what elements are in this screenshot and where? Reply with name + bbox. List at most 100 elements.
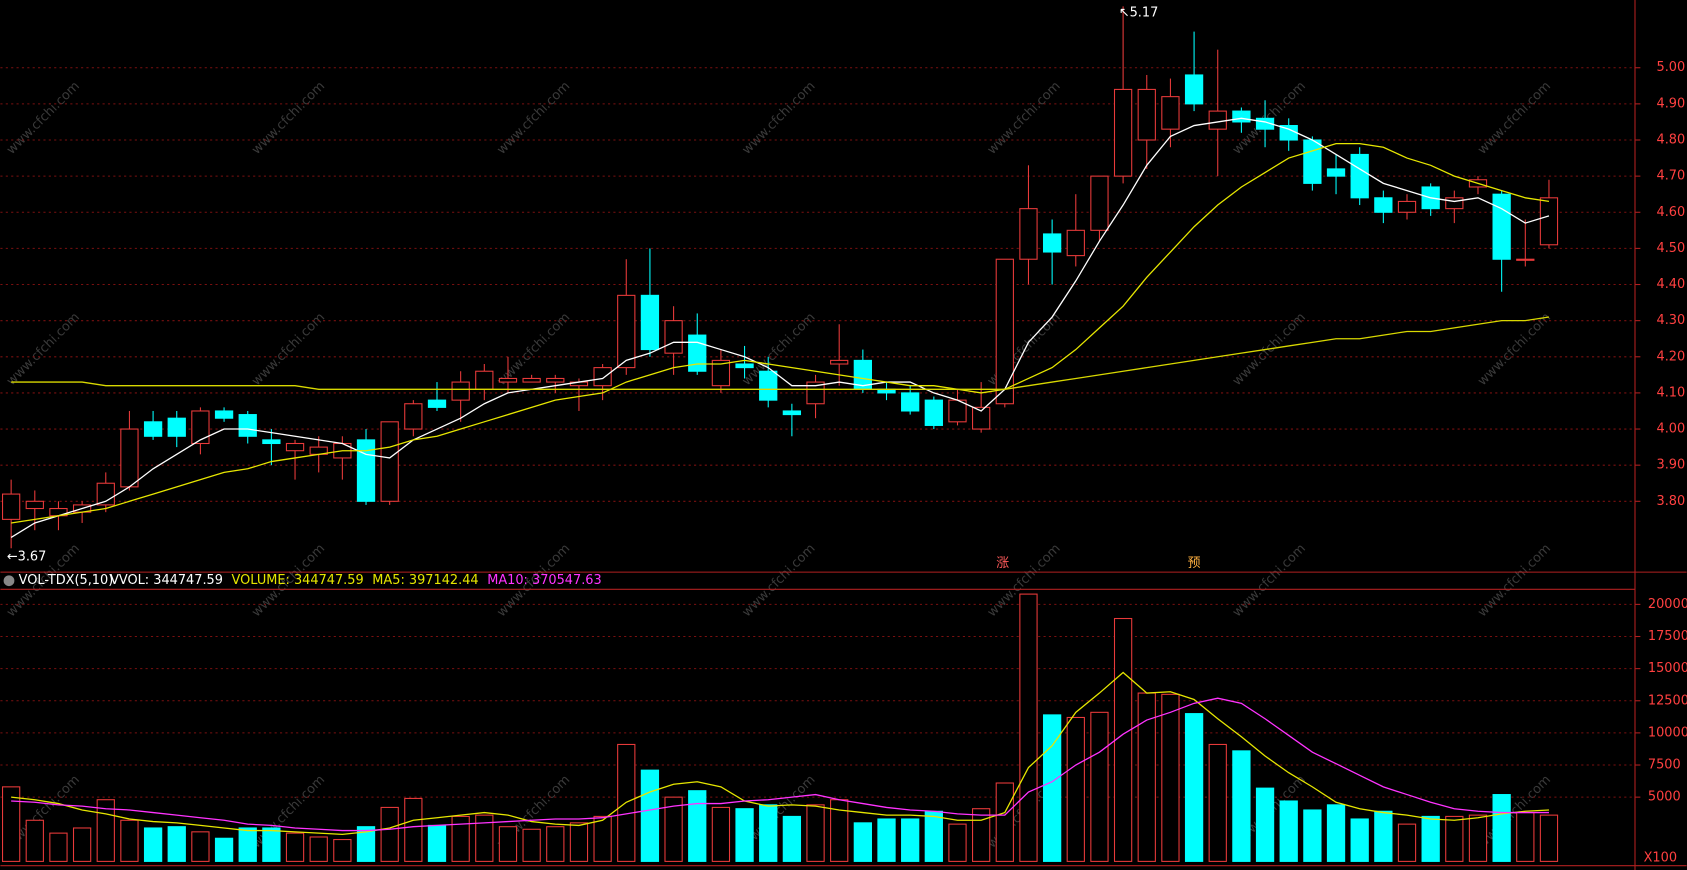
candle-body	[191, 410, 210, 445]
candle-body	[356, 439, 376, 502]
candle-body	[120, 428, 139, 488]
candle-body	[1066, 229, 1085, 257]
volume-average	[11, 697, 1549, 832]
indicator-name: VOL-TDX(5,10)	[19, 573, 114, 588]
candle-body	[593, 367, 612, 387]
candle-body	[830, 359, 849, 365]
candle-body	[617, 294, 636, 369]
candle-body	[1, 493, 21, 520]
candle-body	[1492, 193, 1511, 260]
volume-bar	[1161, 693, 1180, 862]
candle-body	[1255, 117, 1275, 130]
candle-body	[735, 363, 754, 369]
volume-bar	[995, 782, 1014, 862]
candle-body	[96, 482, 115, 506]
candle-body	[640, 294, 660, 351]
candle-body	[901, 392, 920, 412]
high-annotation: ↖5.17	[1119, 5, 1159, 20]
candle-body	[1042, 233, 1062, 253]
volume-bar	[1421, 815, 1440, 862]
candle-body	[262, 439, 281, 445]
volume-bar	[759, 804, 778, 862]
volume-bar	[948, 823, 967, 862]
volume-bar	[191, 831, 210, 862]
volume-bar	[285, 832, 305, 862]
volume-bar	[262, 827, 281, 862]
candle-body	[759, 370, 778, 401]
low-annotation: ←3.67	[7, 549, 47, 564]
candle-body	[664, 320, 683, 354]
volume-bar	[522, 828, 541, 862]
volume-bar	[853, 822, 872, 862]
candle-body	[1208, 110, 1227, 130]
y-tick-label: 5000	[1648, 790, 1681, 805]
volume-bar	[1445, 815, 1464, 862]
y-tick-label: 4.80	[1657, 133, 1686, 148]
volume-bar	[25, 819, 44, 862]
y-tick-label: 12500	[1648, 693, 1687, 708]
candle-body	[451, 381, 470, 401]
moving-average	[10, 117, 1550, 538]
volume-bar	[1468, 814, 1488, 862]
y-tick-label: 4.50	[1657, 241, 1686, 256]
indicator-icon[interactable]	[3, 575, 15, 587]
candle-body	[1019, 208, 1038, 260]
candle-body	[995, 258, 1014, 405]
indicator-readout: VVOL: 344747.59	[110, 573, 223, 588]
volume-bar	[711, 806, 731, 862]
y-tick-label: 5.00	[1657, 60, 1686, 75]
candle-body	[285, 442, 305, 452]
volume-bar	[1, 786, 21, 862]
volume-bar	[1516, 812, 1535, 862]
candle-body	[782, 410, 802, 416]
y-tick-label: 4.10	[1657, 385, 1686, 400]
volume-bar	[569, 822, 589, 862]
volume-bar	[1019, 593, 1038, 862]
candle-body	[1090, 175, 1109, 231]
candle-body	[711, 359, 731, 387]
y-tick-label: 4.30	[1657, 313, 1686, 328]
indicator-readout: MA5: 397142.44	[372, 573, 478, 588]
volume-bar	[901, 818, 920, 862]
candle-body	[238, 414, 257, 437]
y-tick-label: 4.40	[1657, 277, 1686, 292]
volume-bar	[1397, 823, 1417, 862]
volume-bar	[238, 827, 257, 862]
candle-body	[1397, 200, 1417, 213]
volume-bar	[167, 826, 186, 862]
candle-body	[1161, 96, 1180, 130]
candle-body	[475, 370, 494, 390]
candle-body	[1232, 110, 1251, 123]
volume-bar	[214, 837, 234, 862]
y-tick-label: 4.90	[1657, 96, 1686, 111]
indicator-readout: VOLUME: 344747.59	[232, 573, 364, 588]
y-tick-label: 4.00	[1657, 422, 1686, 437]
moving-average	[11, 142, 1550, 524]
candle-body	[1326, 168, 1346, 177]
candle-body	[167, 417, 186, 437]
volume-bar	[1539, 814, 1559, 862]
candle-body	[688, 334, 707, 372]
y-tick-label: 20000	[1648, 597, 1687, 612]
y-tick-label: 17500	[1648, 629, 1687, 644]
volume-bar	[333, 839, 352, 862]
volume-bar	[309, 836, 328, 862]
volume-bar	[1255, 787, 1275, 862]
volume-bar	[1232, 750, 1251, 862]
volume-bar	[782, 815, 802, 862]
candle-body	[972, 406, 991, 430]
volume-bar	[72, 827, 92, 862]
candle-body	[1113, 88, 1133, 177]
candle-body	[924, 399, 943, 426]
volume-bar	[380, 806, 399, 862]
y-tick-label: 10000	[1648, 725, 1687, 740]
candle-body	[25, 500, 44, 510]
volume-bar	[1326, 804, 1346, 862]
candle-body	[1374, 197, 1393, 213]
candle-body	[1137, 88, 1156, 141]
volume-bar	[664, 796, 683, 862]
y-tick-label: 15000	[1648, 661, 1687, 676]
volume-bar	[1184, 713, 1204, 862]
